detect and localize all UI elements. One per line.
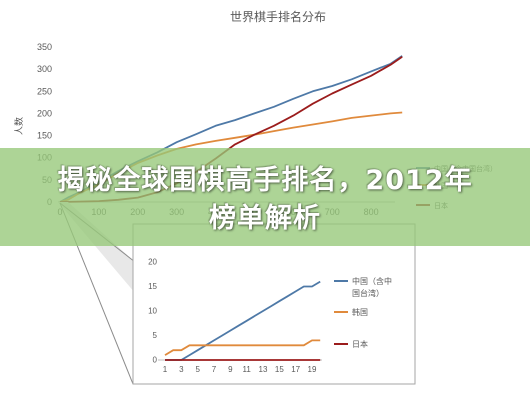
main-y-tick-label: 250 (37, 86, 52, 96)
inset-x-tick-label: 9 (228, 365, 233, 374)
main-y-tick-label: 300 (37, 64, 52, 74)
inset-y-tick-label: 20 (148, 258, 157, 267)
inset-y-tick-label: 5 (153, 331, 158, 340)
main-y-tick-label: 350 (37, 42, 52, 52)
banner-title-line-2: 榜单解析 (209, 203, 321, 234)
banner-title-line-1: 揭秘全球围棋高手排名，2012年 (57, 165, 473, 196)
inset-legend-label-0: 中国（含中国台湾） (352, 276, 392, 298)
main-y-tick-label: 200 (37, 108, 52, 118)
inset-x-tick-labels: 1 3 5 7 9 11 13 15 17 19 (163, 365, 317, 374)
inset-legend-label-1: 韩国 (352, 307, 368, 317)
inset-x-tick-label: 13 (259, 365, 268, 374)
inset-x-tick-label: 17 (291, 365, 300, 374)
inset-y-tick-label: 0 (153, 356, 158, 365)
inset-series-line-1 (164, 339, 321, 356)
main-y-tick-label: 150 (37, 131, 52, 141)
inset-x-tick-label: 7 (212, 365, 217, 374)
inset-x-tick-label: 15 (275, 365, 284, 374)
inset-y-tick-label: 15 (148, 282, 157, 291)
inset-x-tick-label: 3 (179, 365, 184, 374)
chart-title: 世界棋手排名分布 (230, 9, 326, 24)
inset-x-tick-label: 5 (195, 365, 200, 374)
inset-series-lines (164, 280, 321, 361)
inset-y-tick-label: 10 (148, 307, 157, 316)
inset-x-tick-label: 1 (163, 365, 168, 374)
inset-y-tick-labels: 0 5 10 15 20 (148, 258, 157, 365)
inset-series-line-0 (165, 280, 321, 361)
inset-legend-label-2: 日本 (352, 339, 368, 349)
inset-x-tick-label: 19 (308, 365, 317, 374)
y-axis-label: 人数 (13, 117, 25, 135)
title-banner (0, 148, 530, 246)
inset-x-tick-label: 11 (243, 365, 252, 374)
